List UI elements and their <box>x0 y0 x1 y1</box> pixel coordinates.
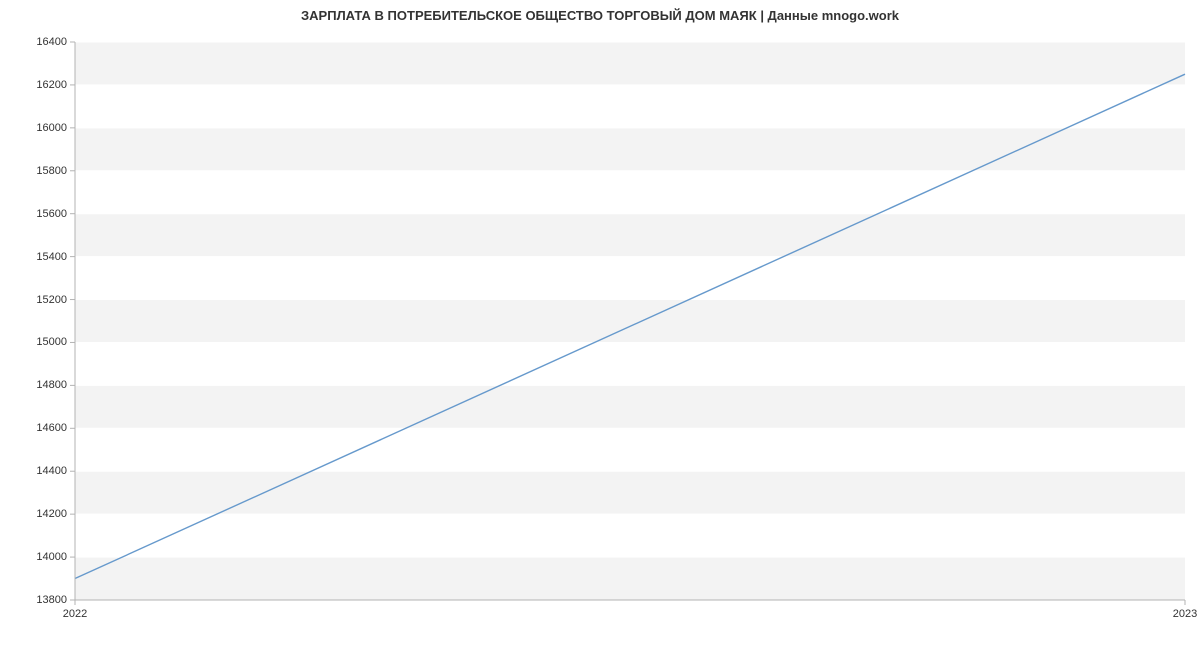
y-tick-label: 14800 <box>19 379 67 391</box>
y-tick-label: 16200 <box>19 79 67 91</box>
y-tick-label: 14000 <box>19 551 67 563</box>
y-tick-label: 15000 <box>19 336 67 348</box>
y-tick-label: 14400 <box>19 465 67 477</box>
y-tick-label: 13800 <box>19 594 67 606</box>
y-tick-label: 15200 <box>19 294 67 306</box>
y-tick-label: 16000 <box>19 122 67 134</box>
y-tick-label: 14600 <box>19 422 67 434</box>
chart-plot-area <box>75 42 1185 600</box>
x-tick-label: 2023 <box>1173 608 1197 620</box>
y-tick-label: 14200 <box>19 508 67 520</box>
chart-title: ЗАРПЛАТА В ПОТРЕБИТЕЛЬСКОЕ ОБЩЕСТВО ТОРГ… <box>0 8 1200 23</box>
x-tick-label: 2022 <box>63 608 87 620</box>
y-tick-label: 16400 <box>19 36 67 48</box>
y-tick-label: 15600 <box>19 208 67 220</box>
y-tick-label: 15800 <box>19 165 67 177</box>
y-tick-label: 15400 <box>19 251 67 263</box>
